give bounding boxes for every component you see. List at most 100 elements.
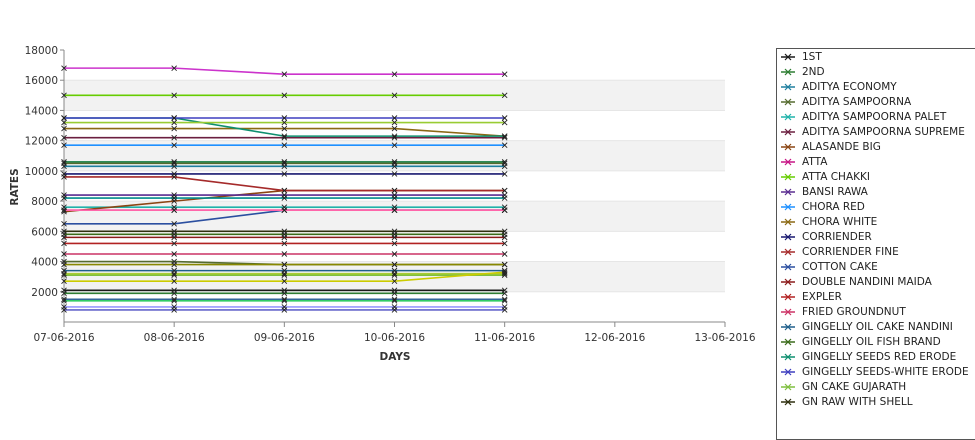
legend-marker — [781, 111, 795, 123]
data-point — [281, 133, 288, 139]
legend-marker — [781, 351, 795, 363]
legend-label: CORRIENDER — [802, 230, 872, 243]
legend-label: GINGELLY OIL CAKE NANDINI — [802, 320, 953, 333]
legend-item: EXPLER — [777, 289, 975, 304]
legend-item: 2ND — [777, 64, 975, 79]
data-point — [171, 296, 177, 303]
legend-label: GN RAW WITH SHELL — [802, 395, 913, 408]
legend-item: BANSI RAWA — [777, 184, 975, 199]
legend-label: ADITYA SAMPOORNA SUPREME — [802, 125, 965, 138]
data-point — [281, 134, 288, 141]
data-point — [281, 251, 288, 257]
legend-marker — [781, 291, 795, 303]
legend-label: CORRIENDER FINE — [802, 245, 899, 258]
grid-band — [64, 261, 725, 292]
chart: 2000 4000 6000 8000 10000 12000 14000 16000 1800… — [9, 45, 756, 363]
data-point — [61, 115, 67, 121]
data-point — [281, 270, 288, 277]
data-point — [61, 207, 67, 213]
legend-label: ATTA CHAKKI — [802, 170, 870, 183]
data-point — [501, 171, 508, 177]
legend-item: GN CAKE GUJARATH — [777, 379, 975, 394]
data-point — [391, 71, 398, 77]
data-point — [501, 228, 508, 235]
x-tick-label: 11-06-2016 — [474, 332, 535, 344]
legend-marker — [781, 306, 795, 318]
data-point — [281, 296, 288, 303]
legend-marker — [781, 366, 795, 378]
legend-marker — [781, 261, 795, 273]
data-point — [61, 272, 67, 278]
data-point — [501, 159, 508, 165]
data-point — [171, 142, 177, 149]
data-point — [171, 228, 177, 235]
data-point — [501, 207, 508, 213]
legend-label: FRIED GROUNDNUT — [802, 305, 906, 318]
data-point — [391, 133, 398, 139]
data-point — [391, 228, 398, 235]
data-point — [391, 160, 398, 167]
y-axis-label: RATES — [9, 168, 21, 205]
data-point — [501, 92, 508, 99]
legend-item: GINGELLY SEEDS-WHITE ERODE — [777, 364, 975, 379]
data-point — [281, 240, 288, 247]
data-point — [501, 160, 508, 167]
data-point — [391, 278, 398, 285]
data-point — [171, 278, 177, 285]
data-point — [391, 296, 398, 303]
data-point — [391, 92, 398, 99]
data-point — [391, 261, 398, 268]
data-point — [281, 304, 288, 310]
data-point — [281, 207, 288, 213]
legend-label: CHORA RED — [802, 200, 865, 213]
data-point — [171, 174, 177, 180]
legend-item: ADITYA SAMPOORNA — [777, 94, 975, 109]
data-point — [391, 272, 398, 278]
legend-item: DOUBLE NANDINI MAIDA — [777, 274, 975, 289]
legend-label: BANSI RAWA — [802, 185, 868, 198]
legend-marker — [781, 156, 795, 168]
data-point — [391, 251, 398, 257]
legend-marker — [781, 81, 795, 93]
legend-item: CHORA RED — [777, 199, 975, 214]
data-point — [391, 142, 398, 149]
y-tick-label: 18000 — [25, 45, 58, 57]
y-tick-label: 8000 — [31, 196, 58, 208]
data-point — [171, 207, 177, 213]
legend-item: GINGELLY OIL FISH BRAND — [777, 334, 975, 349]
legend-label: EXPLER — [802, 290, 842, 303]
data-point — [61, 261, 67, 268]
data-point — [501, 270, 508, 277]
data-point — [61, 142, 67, 149]
legend-label: DOUBLE NANDINI MAIDA — [802, 275, 932, 288]
data-point — [391, 119, 398, 126]
data-point — [171, 261, 177, 268]
data-point — [281, 272, 288, 278]
y-tick-label: 10000 — [25, 166, 58, 178]
data-point — [281, 160, 288, 167]
data-point — [391, 134, 398, 141]
legend-label: ADITYA SAMPOORNA — [802, 95, 912, 108]
data-point — [501, 304, 508, 310]
data-point — [281, 228, 288, 235]
grid-band — [64, 201, 725, 232]
data-point — [61, 228, 67, 235]
y-tick-label: 2000 — [31, 287, 58, 299]
legend-marker — [781, 96, 795, 108]
series-line — [64, 176, 505, 192]
legend-marker — [781, 321, 795, 333]
data-point — [281, 71, 288, 77]
legend-item: COTTON CAKE — [777, 259, 975, 274]
data-point — [61, 298, 67, 304]
legend-item: FRIED GROUNDNUT — [777, 304, 975, 319]
data-point — [171, 125, 177, 132]
data-point — [171, 195, 177, 201]
x-axis-label: DAYS — [379, 351, 410, 363]
data-point — [281, 159, 288, 165]
legend-item: ADITYA ECONOMY — [777, 79, 975, 94]
y-tick-label: 14000 — [25, 105, 58, 117]
legend-marker — [781, 201, 795, 213]
data-point — [61, 296, 67, 303]
data-point — [61, 290, 67, 297]
legend-marker — [781, 126, 795, 138]
